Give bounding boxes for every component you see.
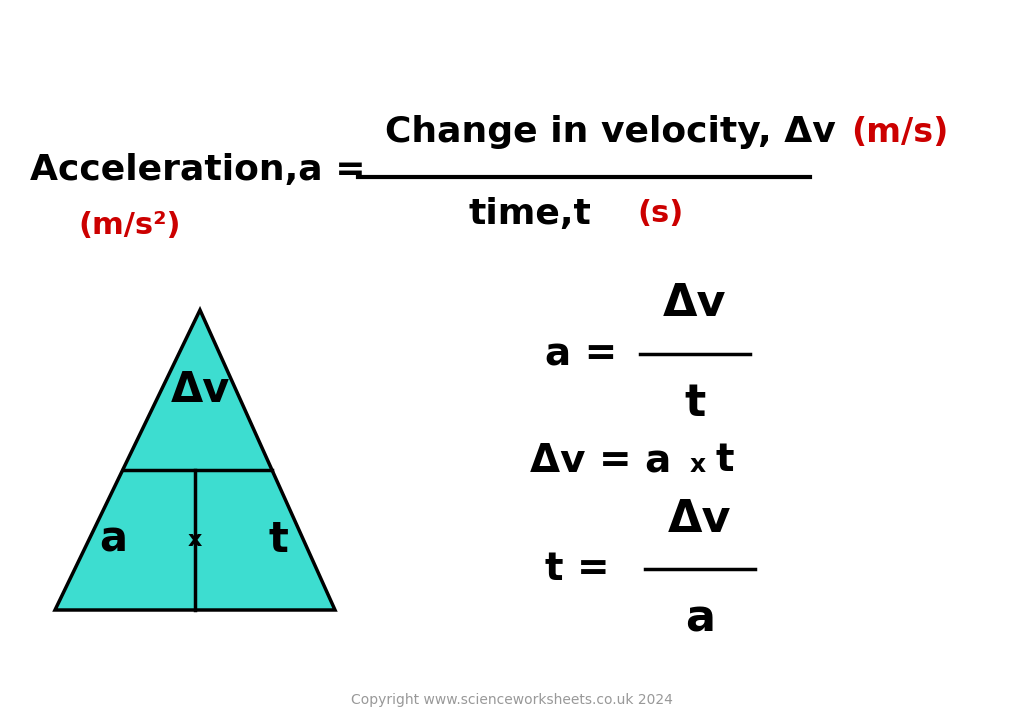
Text: x: x (187, 530, 202, 550)
Text: x: x (690, 453, 707, 477)
Text: a =: a = (545, 335, 617, 373)
Text: Copyright www.scienceworksheets.co.uk 2024: Copyright www.scienceworksheets.co.uk 20… (351, 693, 673, 707)
Text: t =: t = (545, 550, 609, 588)
Text: t: t (268, 519, 288, 561)
Text: Δv: Δv (669, 497, 732, 541)
Polygon shape (55, 310, 335, 610)
Text: Acceleration,a =: Acceleration,a = (30, 153, 366, 187)
Text: Δv = a: Δv = a (530, 441, 672, 479)
Text: Δv: Δv (170, 369, 229, 411)
Text: a: a (99, 519, 127, 561)
Text: time,t: time,t (469, 197, 592, 231)
Text: (s): (s) (637, 200, 683, 229)
Text: a: a (685, 597, 715, 641)
Text: (m/s): (m/s) (851, 116, 948, 148)
Text: t: t (684, 382, 706, 426)
Text: Δv: Δv (664, 282, 727, 326)
Text: t: t (715, 441, 733, 479)
Text: (m/s²): (m/s²) (79, 211, 181, 240)
Text: Change in velocity, Δv: Change in velocity, Δv (385, 115, 836, 149)
